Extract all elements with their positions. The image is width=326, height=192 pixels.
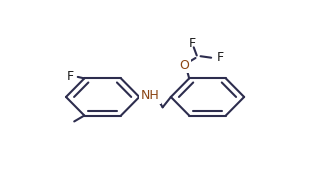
Text: O: O <box>179 59 189 72</box>
Text: F: F <box>188 37 196 50</box>
Text: NH: NH <box>141 89 159 102</box>
Text: F: F <box>67 70 74 83</box>
Text: F: F <box>217 51 224 64</box>
